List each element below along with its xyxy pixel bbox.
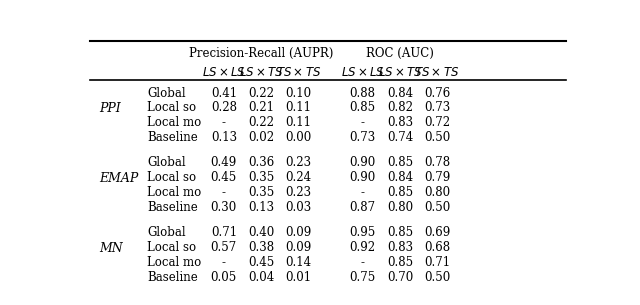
Text: Local so: Local so: [147, 241, 196, 254]
Text: 0.95: 0.95: [349, 226, 376, 239]
Text: 0.83: 0.83: [387, 116, 413, 129]
Text: Local so: Local so: [147, 102, 196, 114]
Text: 0.57: 0.57: [211, 241, 237, 254]
Text: 0.24: 0.24: [285, 171, 311, 184]
Text: MN: MN: [99, 242, 123, 255]
Text: 0.45: 0.45: [211, 171, 237, 184]
Text: 0.23: 0.23: [285, 156, 311, 169]
Text: 0.75: 0.75: [349, 271, 376, 284]
Text: 0.68: 0.68: [424, 241, 450, 254]
Text: 0.50: 0.50: [424, 271, 451, 284]
Text: Baseline: Baseline: [147, 131, 198, 144]
Text: 0.38: 0.38: [248, 241, 274, 254]
Text: 0.85: 0.85: [387, 256, 413, 269]
Text: 0.00: 0.00: [285, 131, 312, 144]
Text: -: -: [361, 256, 365, 269]
Text: Global: Global: [147, 226, 186, 239]
Text: $LS \times TS$: $LS \times TS$: [239, 66, 284, 79]
Text: 0.21: 0.21: [248, 102, 274, 114]
Text: 0.36: 0.36: [248, 156, 274, 169]
Text: 0.22: 0.22: [248, 116, 274, 129]
Text: 0.90: 0.90: [349, 156, 376, 169]
Text: 0.14: 0.14: [285, 256, 311, 269]
Text: Baseline: Baseline: [147, 201, 198, 214]
Text: 0.22: 0.22: [248, 87, 274, 100]
Text: 0.84: 0.84: [387, 87, 413, 100]
Text: 0.82: 0.82: [387, 102, 413, 114]
Text: 0.23: 0.23: [285, 186, 311, 199]
Text: 0.28: 0.28: [211, 102, 237, 114]
Text: 0.11: 0.11: [285, 102, 311, 114]
Text: 0.01: 0.01: [285, 271, 311, 284]
Text: 0.40: 0.40: [248, 226, 274, 239]
Text: 0.85: 0.85: [387, 186, 413, 199]
Text: Global: Global: [147, 156, 186, 169]
Text: 0.79: 0.79: [424, 171, 451, 184]
Text: 0.02: 0.02: [248, 131, 274, 144]
Text: 0.50: 0.50: [424, 201, 451, 214]
Text: -: -: [361, 116, 365, 129]
Text: 0.76: 0.76: [424, 87, 451, 100]
Text: Local mo: Local mo: [147, 256, 201, 269]
Text: 0.78: 0.78: [424, 156, 450, 169]
Text: 0.85: 0.85: [387, 156, 413, 169]
Text: 0.41: 0.41: [211, 87, 237, 100]
Text: $TS \times TS$: $TS \times TS$: [276, 66, 321, 79]
Text: 0.80: 0.80: [387, 201, 413, 214]
Text: -: -: [222, 186, 226, 199]
Text: Global: Global: [147, 87, 186, 100]
Text: EMAP: EMAP: [99, 172, 138, 185]
Text: Local mo: Local mo: [147, 116, 201, 129]
Text: -: -: [361, 186, 365, 199]
Text: 0.73: 0.73: [349, 131, 376, 144]
Text: ROC (AUC): ROC (AUC): [366, 47, 434, 60]
Text: 0.71: 0.71: [424, 256, 450, 269]
Text: 0.69: 0.69: [424, 226, 451, 239]
Text: 0.13: 0.13: [248, 201, 274, 214]
Text: Local mo: Local mo: [147, 186, 201, 199]
Text: 0.13: 0.13: [211, 131, 237, 144]
Text: 0.11: 0.11: [285, 116, 311, 129]
Text: 0.90: 0.90: [349, 171, 376, 184]
Text: -: -: [222, 116, 226, 129]
Text: 0.73: 0.73: [424, 102, 451, 114]
Text: 0.09: 0.09: [285, 241, 312, 254]
Text: 0.87: 0.87: [349, 201, 376, 214]
Text: 0.83: 0.83: [387, 241, 413, 254]
Text: 0.35: 0.35: [248, 171, 274, 184]
Text: 0.71: 0.71: [211, 226, 237, 239]
Text: 0.30: 0.30: [211, 201, 237, 214]
Text: Baseline: Baseline: [147, 271, 198, 284]
Text: $LS \times TS$: $LS \times TS$: [378, 66, 422, 79]
Text: 0.10: 0.10: [285, 87, 311, 100]
Text: 0.03: 0.03: [285, 201, 312, 214]
Text: 0.04: 0.04: [248, 271, 274, 284]
Text: 0.09: 0.09: [285, 226, 312, 239]
Text: $LS \times LS$: $LS \times LS$: [340, 66, 385, 79]
Text: PPI: PPI: [99, 102, 120, 115]
Text: 0.85: 0.85: [387, 226, 413, 239]
Text: $TS \times TS$: $TS \times TS$: [415, 66, 460, 79]
Text: -: -: [222, 256, 226, 269]
Text: 0.80: 0.80: [424, 186, 450, 199]
Text: 0.88: 0.88: [349, 87, 376, 100]
Text: $LS \times LS$: $LS \times LS$: [202, 66, 246, 79]
Text: Local so: Local so: [147, 171, 196, 184]
Text: 0.70: 0.70: [387, 271, 413, 284]
Text: 0.49: 0.49: [211, 156, 237, 169]
Text: Precision-Recall (AUPR): Precision-Recall (AUPR): [189, 47, 333, 60]
Text: 0.74: 0.74: [387, 131, 413, 144]
Text: 0.05: 0.05: [211, 271, 237, 284]
Text: 0.35: 0.35: [248, 186, 274, 199]
Text: 0.92: 0.92: [349, 241, 376, 254]
Text: 0.84: 0.84: [387, 171, 413, 184]
Text: 0.45: 0.45: [248, 256, 274, 269]
Text: 0.85: 0.85: [349, 102, 376, 114]
Text: 0.50: 0.50: [424, 131, 451, 144]
Text: 0.72: 0.72: [424, 116, 450, 129]
